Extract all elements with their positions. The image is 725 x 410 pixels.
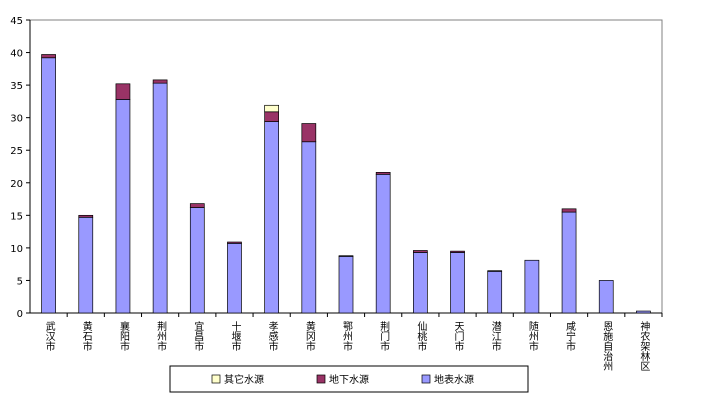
x-tick-label: 十堰市 bbox=[229, 320, 241, 352]
x-tick-label: 仙桃市 bbox=[415, 320, 427, 352]
bar-segment bbox=[561, 208, 577, 213]
bar-segment bbox=[450, 250, 465, 253]
bar-segment bbox=[264, 111, 279, 122]
bar-segment bbox=[375, 172, 391, 175]
bar-segment bbox=[78, 214, 94, 218]
bar-segment bbox=[301, 123, 317, 143]
x-tick-label: 潜江市 bbox=[489, 320, 501, 352]
y-tick-label: 40 bbox=[10, 49, 23, 60]
bar-segment bbox=[338, 255, 354, 257]
legend-swatch bbox=[421, 374, 431, 384]
x-tick-label: 襄阳市 bbox=[117, 320, 129, 352]
bar-segment bbox=[78, 216, 94, 314]
bar-segment bbox=[487, 270, 503, 272]
x-tick-label: 随州市 bbox=[526, 320, 538, 352]
y-tick-label: 45 bbox=[10, 16, 23, 27]
bar-segment bbox=[227, 242, 242, 314]
x-tick-label: 荆门市 bbox=[378, 320, 390, 352]
x-tick-label: 天门市 bbox=[452, 321, 464, 352]
x-tick-label: 鄂州市 bbox=[341, 321, 353, 352]
legend-swatch bbox=[211, 374, 221, 384]
bar-segment bbox=[189, 207, 205, 314]
x-tick-label: 武汉市 bbox=[43, 320, 55, 352]
legend-swatch bbox=[316, 374, 326, 384]
y-tick-label: 25 bbox=[10, 146, 23, 157]
bar-segment bbox=[115, 99, 131, 314]
bar-segment bbox=[115, 83, 131, 100]
x-tick-label: 宜昌市 bbox=[192, 320, 204, 352]
legend bbox=[169, 365, 529, 393]
y-tick-label: 0 bbox=[17, 309, 23, 320]
y-tick-label: 5 bbox=[17, 276, 23, 287]
bar-segment bbox=[487, 270, 503, 314]
bar-segment bbox=[152, 82, 168, 314]
y-tick-label: 10 bbox=[10, 244, 23, 255]
x-tick-label: 黄石市 bbox=[80, 320, 92, 352]
y-tick-label: 35 bbox=[10, 81, 23, 92]
bar-segment bbox=[375, 173, 391, 314]
legend-label: 其它水源 bbox=[224, 373, 264, 386]
bar-segment bbox=[598, 280, 614, 314]
bar-segment bbox=[189, 203, 205, 208]
bar-segment bbox=[450, 252, 465, 314]
bar-segment bbox=[524, 259, 540, 314]
bar-segment bbox=[227, 241, 242, 244]
x-tick-label: 咸宁市 bbox=[564, 321, 576, 352]
x-tick-label: 恩施自治州 bbox=[601, 321, 613, 371]
bar-segment bbox=[41, 54, 56, 59]
bar-segment bbox=[152, 79, 168, 84]
x-tick-label: 神农架林区 bbox=[638, 320, 650, 371]
bar-segment bbox=[41, 57, 56, 314]
y-tick-label: 20 bbox=[10, 179, 23, 190]
y-tick-label: 15 bbox=[10, 211, 23, 222]
x-tick-label: 黄冈市 bbox=[303, 320, 315, 352]
bar-segment bbox=[264, 121, 279, 314]
x-tick-label: 孝感市 bbox=[266, 321, 278, 352]
bar-segment bbox=[561, 211, 577, 314]
legend-label: 地下水源 bbox=[329, 373, 369, 386]
bar-segment bbox=[413, 250, 428, 253]
bar-segment bbox=[301, 141, 317, 314]
legend-label: 地表水源 bbox=[434, 373, 474, 386]
bar-segment bbox=[338, 256, 354, 314]
bar-segment bbox=[264, 104, 279, 113]
bar-segment bbox=[413, 252, 428, 314]
bar-segment bbox=[636, 310, 651, 314]
x-tick-label: 荆州市 bbox=[155, 320, 167, 352]
y-tick-label: 30 bbox=[10, 114, 23, 125]
